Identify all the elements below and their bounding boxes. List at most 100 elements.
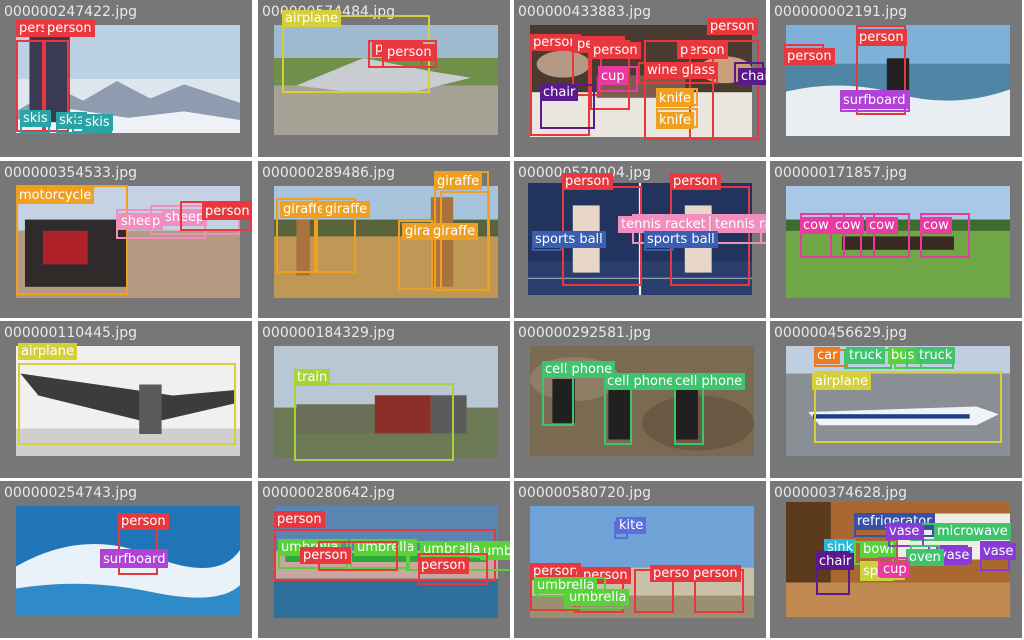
bounding-box (689, 40, 759, 140)
bounding-box (16, 185, 128, 295)
box-label: cell phone (542, 361, 616, 378)
bounding-box (800, 213, 845, 258)
bounding-box (816, 551, 850, 595)
bounding-box (458, 541, 510, 571)
box-label: person (784, 48, 835, 65)
box-label: sports ball (644, 231, 718, 248)
box-label: person (530, 34, 581, 51)
box-label: person (202, 203, 252, 220)
grid-cell[interactable]: 000000574484.jpgairplanepersonperson (258, 0, 510, 157)
grid-cell[interactable]: 000000289486.jpg giraffe giraffe giraffe gir… (258, 161, 510, 318)
filename-label: 000000456629.jpg (774, 325, 907, 341)
grid-cell[interactable]: 000000002191.jpg person person surfboard (770, 0, 1022, 157)
box-label: person (384, 44, 435, 61)
bounding-box (856, 25, 906, 115)
box-label: motorcycle (16, 187, 95, 204)
filename-label: 000000247422.jpg (4, 4, 137, 20)
box-label: person (690, 565, 741, 582)
box-label: chair (816, 553, 855, 570)
bounding-box (16, 40, 44, 132)
filename-label: 000000280642.jpg (262, 485, 395, 501)
bounding-box (542, 376, 574, 426)
box-label: bus (888, 347, 918, 364)
bounding-box (316, 198, 356, 273)
box-label: chair (738, 68, 766, 85)
box-label: skis (56, 112, 87, 129)
grid-cell[interactable]: 000000247422.jpg person person skis skis skis (0, 0, 252, 157)
box-label: person (707, 18, 758, 35)
grid-cell[interactable]: 000000520004.jpgpersonpersontennis racke… (514, 161, 766, 318)
grid-cell[interactable]: 000000280642.jpg person umbrella umbrella um… (258, 481, 510, 638)
bounding-box (674, 387, 704, 445)
grid-cell[interactable]: 000000254743.jpg person surfboard (0, 481, 252, 638)
box-label: cow (866, 217, 898, 234)
box-label: person (300, 547, 351, 564)
bounding-box (150, 205, 240, 235)
filename-label: 000000289486.jpg (262, 165, 395, 181)
filename-label: 000000110445.jpg (4, 325, 137, 341)
box-label: airplane (282, 10, 341, 27)
box-label: chair (540, 84, 579, 101)
box-label: train (294, 369, 331, 386)
box-label: skis (20, 110, 51, 127)
bounding-box (18, 363, 236, 445)
box-label: cup (880, 561, 910, 578)
bounding-box (276, 198, 316, 273)
grid-cell[interactable]: 000000354533.jpg motorcycle sheep sheep pers… (0, 161, 252, 318)
box-label: person (44, 20, 95, 37)
grid-cell[interactable]: 000000433883.jpg person person person person… (514, 0, 766, 157)
box-label: person (118, 513, 169, 530)
thumbnail-image[interactable] (786, 186, 1010, 298)
box-label: person (418, 557, 469, 574)
box-label: person (274, 511, 325, 528)
box-label: kite (616, 517, 647, 534)
bounding-box (398, 220, 433, 290)
bounding-box (860, 213, 910, 258)
bounding-box (644, 40, 714, 140)
box-label: cow (800, 217, 832, 234)
box-label: cup (598, 68, 628, 85)
box-label: cow (920, 217, 952, 234)
box-label: giraffe (430, 223, 479, 240)
box-label: oven (906, 549, 944, 566)
box-label: truck (846, 347, 886, 364)
box-label: person (650, 565, 701, 582)
grid-cell[interactable]: 000000456629.jpg airplane car truck bus truck (770, 321, 1022, 478)
grid-cell[interactable]: 000000374628.jpg refrigerator microwave sin… (770, 481, 1022, 638)
box-label: knife (656, 112, 694, 129)
bounding-box (382, 40, 437, 68)
box-label: tennis racket (618, 216, 709, 233)
box-label: sheep (162, 209, 208, 226)
box-label: bowl (860, 541, 897, 558)
thumbnail-image[interactable] (530, 346, 754, 456)
box-label: cell phone (604, 373, 678, 390)
filename-label: 000000184329.jpg (262, 325, 395, 341)
box-label: person (530, 563, 581, 580)
box-label: skis (82, 114, 113, 131)
bounding-box (830, 213, 875, 258)
box-label: person (562, 173, 613, 190)
grid-cell[interactable]: 000000171857.jpg cow cow cow cow (770, 161, 1022, 318)
box-label: vase (886, 523, 923, 540)
filename-label: 000000292581.jpg (518, 325, 651, 341)
bounding-box (814, 371, 1002, 443)
grid-cell[interactable]: 000000110445.jpg airplane (0, 321, 252, 478)
box-label: person (670, 173, 721, 190)
box-label: person (856, 29, 907, 46)
filename-label: 000000171857.jpg (774, 165, 907, 181)
thumbnail-image[interactable] (274, 346, 498, 458)
box-label: knife (656, 90, 694, 107)
box-label: car (814, 347, 841, 364)
filename-label: 000000433883.jpg (518, 4, 651, 20)
filename-label: 000000580720.jpg (518, 485, 651, 501)
box-label: sports ball (532, 231, 606, 248)
box-label: truck (916, 347, 956, 364)
grid-cell[interactable]: 000000580720.jpg kite person person person pe… (514, 481, 766, 638)
thumbnail-image[interactable] (786, 502, 1010, 617)
box-label: airplane (812, 373, 871, 390)
grid-cell[interactable]: 000000292581.jpg cell phone cell phone cell… (514, 321, 766, 478)
grid-cell[interactable]: 000000184329.jpg train (258, 321, 510, 478)
box-label: cow (832, 217, 864, 234)
box-label: surfboard (100, 551, 169, 568)
bounding-box (590, 40, 630, 110)
